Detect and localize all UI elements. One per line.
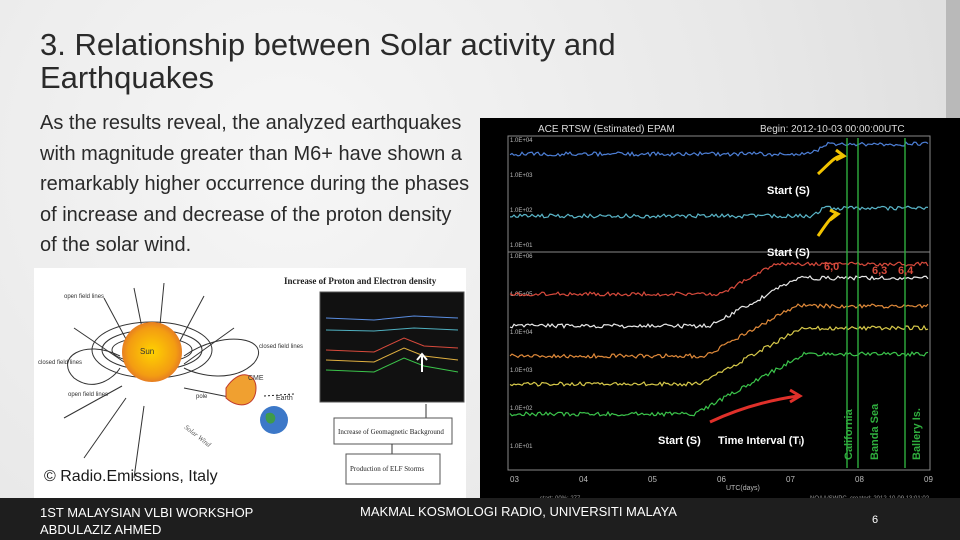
x-tick-label: 03 [510,475,519,484]
sun-label: Sun [140,347,154,356]
diagram-caption: Increase of Proton and Electron density [284,276,437,286]
page-number: 6 [872,514,879,526]
x-tick-label: 07 [786,475,795,484]
slide-title: 3. Relationship between Solar activity a… [40,27,616,95]
eq-banda-sea: Banda Sea [869,403,881,460]
box-elf-text: Production of ELF Storms [350,465,424,473]
series-proton-3 [509,303,929,359]
y-tick-label-bottom: 1.0E+03 [510,368,533,374]
image-credit: © Radio.Emissions, Italy [44,468,218,485]
label-closed-left: closed field lines [38,360,82,366]
footer-author: ABDULAZIZ AHMED [40,522,162,537]
series-proton-2 [509,275,929,329]
field-lines [63,282,260,479]
label-closed-top: closed field lines [259,344,303,350]
y-tick-label-top: 1.0E+01 [510,243,533,249]
x-tick-label: 08 [855,475,864,484]
label-pole: pole [196,394,208,400]
eq-ballery: Ballery Is. [911,408,923,460]
solar-wind-label: Solar Wind [183,423,213,449]
x-tick-label: 05 [648,475,657,484]
y-tick-label-top: 1.0E+02 [510,208,533,214]
footer-workshop: 1ST MALAYSIAN VLBI WORKSHOP ABDULAZIZ AH… [40,504,253,538]
series-electron-low [510,205,929,219]
start-label-bottom: Start (S) [658,435,701,447]
time-interval-label: Time Interval (Tᵢ) [718,435,805,447]
box-elf [345,453,441,485]
magnitude-2: 6,3 [872,265,887,277]
magnitude-1: 6,0 [824,261,839,273]
plot-header-left: ACE RTSW (Estimated) EPAM [538,124,675,135]
y-tick-label-bottom: 1.0E+04 [510,330,533,336]
y-tick-label-bottom: 1.0E+02 [510,406,533,412]
box-geomagnetic [333,417,453,445]
label-open-top: open field lines [64,294,104,300]
earth-label: Earth [276,395,293,402]
cme-graphic [225,374,257,406]
label-open-left: open field lines [68,392,108,398]
slide-footer: 1ST MALAYSIAN VLBI WORKSHOP ABDULAZIZ AH… [0,498,960,540]
sun-earth-diagram: Increase of Proton and Electron density … [34,268,466,498]
y-tick-label-bottom: 1.0E+06 [510,254,533,260]
start-label-top: Start (S) [767,185,810,197]
eq-california: California [843,408,855,460]
x-tick-label: 06 [717,475,726,484]
series-electron-high [509,141,929,158]
epam-proton-plot: ACE RTSW (Estimated) EPAM Begin: 2012-10… [480,118,960,502]
footer-workshop-name: 1ST MALAYSIAN VLBI WORKSHOP [40,505,254,520]
y-tick-label-top: 1.0E+04 [510,138,533,144]
x-tick-label: 04 [579,475,588,484]
start-label-mid: Start (S) [767,247,810,259]
cme-label: CME [248,375,264,382]
footer-organization: MAKMAL KOSMOLOGI RADIO, UNIVERSITI MALAY… [360,504,677,519]
x-axis-title: UTC(days) [726,485,760,492]
slide-body-text: As the results reveal, the analyzed eart… [40,112,470,256]
series-proton-1 [509,261,929,297]
sun-graphic [122,322,182,382]
magnitude-3: 6,4 [898,265,914,277]
y-tick-label-bottom: 1.0E+01 [510,444,533,450]
x-tick-label: 09 [924,475,933,484]
plot-header-right: Begin: 2012-10-03 00:00:00UTC [760,124,905,135]
box-geomagnetic-text: Increase of Geomagnetic Background [338,428,444,436]
y-tick-label-top: 1.0E+03 [510,173,533,179]
